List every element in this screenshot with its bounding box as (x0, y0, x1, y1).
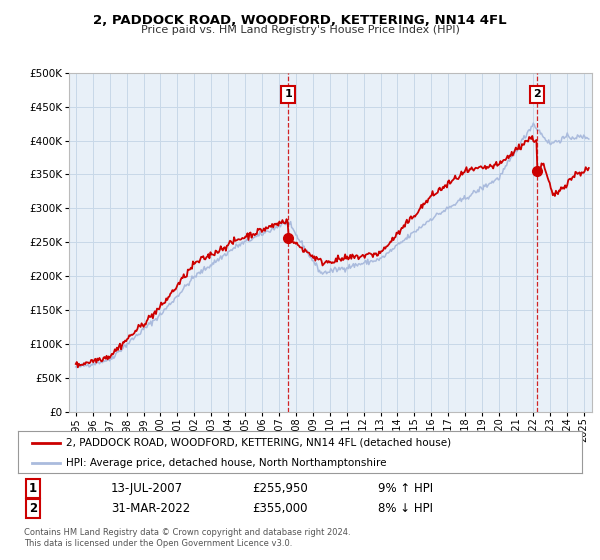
Text: 2, PADDOCK ROAD, WOODFORD, KETTERING, NN14 4FL: 2, PADDOCK ROAD, WOODFORD, KETTERING, NN… (93, 14, 507, 27)
Text: HPI: Average price, detached house, North Northamptonshire: HPI: Average price, detached house, Nort… (66, 458, 386, 468)
Text: 1: 1 (284, 90, 292, 100)
Text: 2: 2 (533, 90, 541, 100)
Text: £255,950: £255,950 (252, 482, 308, 495)
Text: Price paid vs. HM Land Registry's House Price Index (HPI): Price paid vs. HM Land Registry's House … (140, 25, 460, 35)
Text: 13-JUL-2007: 13-JUL-2007 (111, 482, 183, 495)
Text: 2: 2 (29, 502, 37, 515)
Text: 2, PADDOCK ROAD, WOODFORD, KETTERING, NN14 4FL (detached house): 2, PADDOCK ROAD, WOODFORD, KETTERING, NN… (66, 438, 451, 448)
Text: 8% ↓ HPI: 8% ↓ HPI (378, 502, 433, 515)
Text: Contains HM Land Registry data © Crown copyright and database right 2024.
This d: Contains HM Land Registry data © Crown c… (24, 528, 350, 548)
Text: 31-MAR-2022: 31-MAR-2022 (111, 502, 190, 515)
Text: £355,000: £355,000 (252, 502, 308, 515)
Text: 9% ↑ HPI: 9% ↑ HPI (378, 482, 433, 495)
Text: 1: 1 (29, 482, 37, 495)
